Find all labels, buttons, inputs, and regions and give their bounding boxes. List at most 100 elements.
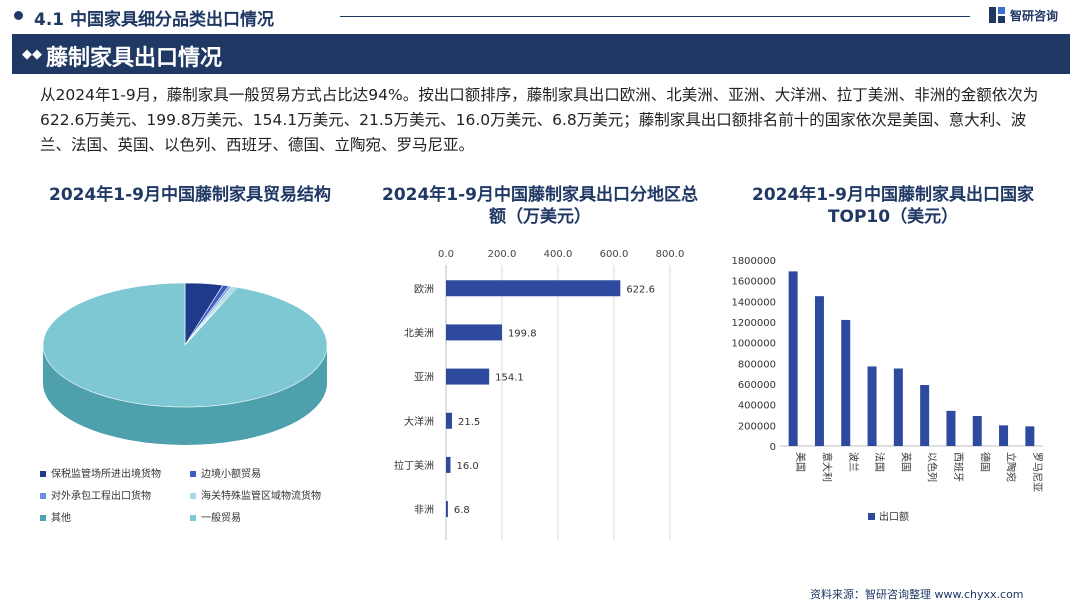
legend-label: 一般贸易 — [201, 513, 241, 524]
country-label: 德国 — [978, 452, 991, 472]
pie-legend-item: 一般贸易 — [190, 509, 241, 524]
pie-legend-item: 保税监管场所进出境货物 — [40, 465, 161, 480]
legend-label: 其他 — [51, 513, 71, 524]
region-bar — [446, 280, 621, 297]
bullet-dot-icon — [14, 11, 23, 20]
description-text: 从2024年1-9月，藤制家具一般贸易方式占比达94%。按出口额排序，藤制家具出… — [40, 86, 1039, 154]
x-tick-label: 0.0 — [438, 249, 454, 260]
value-label: 154.1 — [495, 373, 524, 384]
country-label-group: 英国 — [899, 452, 912, 472]
region-bar — [446, 368, 490, 385]
brand-logo-icon — [989, 7, 1005, 23]
x-tick-label: 400.0 — [544, 249, 573, 260]
value-label: 622.6 — [626, 284, 655, 295]
country-label: 西班牙 — [952, 452, 964, 482]
region-label: 大洋洲 — [404, 415, 434, 428]
region-label: 非洲 — [414, 504, 434, 516]
x-tick-label: 800.0 — [656, 249, 685, 260]
series-legend-label: 出口额 — [879, 510, 909, 523]
country-label-group: 罗马尼亚 — [1031, 452, 1043, 492]
x-tick-label: 600.0 — [600, 249, 629, 260]
region-bar — [446, 456, 451, 473]
country-bar — [788, 271, 798, 446]
legend-swatch — [40, 471, 46, 477]
country-label: 波兰 — [847, 452, 860, 472]
country-label-group: 意大利 — [820, 452, 833, 482]
region-chart-title: 2024年1-9月中国藤制家具出口分地区总额（万美元） — [381, 185, 699, 227]
region-label: 拉丁美洲 — [394, 459, 434, 472]
legend-label: 边境小额贸易 — [201, 469, 261, 480]
country-bar — [893, 368, 903, 446]
brand-name: 智研咨询 — [1010, 8, 1059, 23]
country-label-group: 德国 — [978, 452, 991, 472]
legend-swatch — [868, 513, 875, 520]
section-title: 4.1 中国家具细分品类出口情况 — [34, 10, 275, 30]
y-tick-label: 800000 — [738, 359, 776, 370]
country-label-group: 以色列 — [926, 452, 939, 482]
y-tick-label: 1600000 — [731, 277, 776, 288]
pie-slice — [42, 282, 328, 408]
country-label: 立陶宛 — [1005, 452, 1018, 482]
region-label: 亚洲 — [414, 372, 434, 384]
country-bar — [920, 385, 930, 446]
y-tick-label: 1000000 — [731, 339, 776, 350]
region-label: 北美洲 — [404, 326, 434, 339]
legend-label: 海关特殊监管区域物流货物 — [201, 491, 321, 502]
value-label: 21.5 — [458, 417, 480, 428]
value-label: 199.8 — [508, 328, 537, 339]
country-bar — [841, 319, 851, 446]
value-label: 16.0 — [456, 461, 478, 472]
country-bar — [867, 366, 877, 446]
title-banner: ◆◆ 藤制家具出口情况 — [12, 34, 1070, 74]
y-tick-label: 600000 — [738, 380, 776, 391]
legend-label: 对外承包工程出口货物 — [51, 491, 151, 502]
section-header: 4.1 中国家具细分品类出口情况 智研咨询 — [0, 0, 1080, 32]
pie-legend-item: 对外承包工程出口货物 — [40, 487, 151, 502]
region-bar — [446, 501, 448, 518]
region-label: 欧洲 — [414, 283, 434, 295]
pie-legend-item: 其他 — [40, 509, 71, 524]
y-tick-label: 400000 — [738, 401, 776, 412]
value-label: 6.8 — [454, 505, 470, 516]
header-rule — [340, 16, 970, 17]
y-tick-label: 1800000 — [731, 256, 776, 267]
banner-title: 藤制家具出口情况 — [46, 46, 223, 71]
legend-swatch — [190, 471, 196, 477]
y-tick-label: 1200000 — [731, 318, 776, 329]
country-bar-chart: 0 200000 400000 600000 800000 1000000 1200000 1… — [731, 256, 1043, 523]
pie-chart-title: 2024年1-9月中国藤制家具贸易结构 — [48, 185, 332, 205]
country-label-group: 美国 — [794, 452, 807, 472]
country-label-group: 波兰 — [847, 452, 860, 472]
legend-label: 保税监管场所进出境货物 — [51, 469, 161, 480]
y-tick-label: 0 — [770, 442, 776, 453]
country-bar — [999, 425, 1009, 446]
pie-legend-item: 边境小额贸易 — [190, 465, 261, 480]
diamond-icon: ◆◆ — [22, 47, 42, 62]
legend-swatch — [40, 515, 46, 521]
country-label: 意大利 — [820, 452, 833, 482]
y-tick-label: 1400000 — [731, 297, 776, 308]
pie-chart — [42, 282, 328, 445]
legend-swatch — [190, 515, 196, 521]
country-label-group: 法国 — [873, 452, 886, 472]
country-bar — [946, 410, 956, 446]
country-label-group: 西班牙 — [952, 452, 964, 482]
country-chart-title: 2024年1-9月中国藤制家具出口国家TOP10（美元） — [751, 185, 1035, 227]
region-bar — [446, 412, 453, 429]
pie-legend-item: 海关特殊监管区域物流货物 — [190, 487, 321, 502]
country-bar — [972, 416, 982, 446]
country-bar — [814, 296, 824, 446]
legend-swatch — [190, 493, 196, 499]
country-label: 英国 — [899, 452, 912, 472]
country-label-group: 立陶宛 — [1005, 452, 1018, 482]
region-bar-chart: 0.0 200.0 400.0 600.0 800.0 欧洲 622.6 北美洲 199.8 亚洲… — [394, 249, 685, 540]
country-label: 以色列 — [926, 452, 939, 482]
country-label: 罗马尼亚 — [1031, 452, 1043, 492]
country-label: 法国 — [873, 452, 886, 472]
brand: 智研咨询 — [988, 6, 1058, 24]
country-label: 美国 — [794, 452, 807, 472]
legend-swatch — [40, 493, 46, 499]
region-bar — [446, 324, 502, 341]
source-note: 资料来源：智研咨询整理 www.chyxx.com — [810, 588, 1024, 601]
y-tick-label: 200000 — [738, 421, 776, 432]
